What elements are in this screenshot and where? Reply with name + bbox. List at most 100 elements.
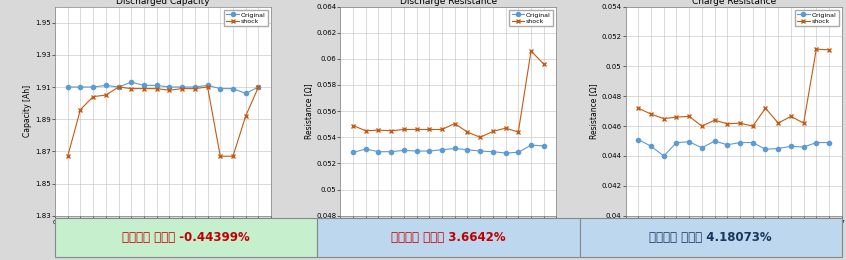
Original [684,140,695,143]
Legend: Original, shock: Original, shock [509,10,553,26]
Original [126,81,136,84]
shock [151,87,162,90]
Original [424,150,434,153]
shock [684,115,695,118]
shock [101,94,111,97]
Original [215,87,225,90]
shock [88,95,98,98]
shock [761,107,771,110]
Original [463,148,473,151]
shock [113,86,124,89]
shock [386,129,396,132]
shock [539,62,549,66]
Text: 방전저항 변화율 3.6642%: 방전저항 변화율 3.6642% [391,231,506,244]
Original [88,86,98,89]
shock [748,125,758,128]
shock [75,108,85,111]
Original [697,146,707,149]
shock [722,122,733,125]
Original [824,141,834,144]
Original [164,86,174,89]
shock [398,128,409,131]
Original [748,141,758,144]
shock [424,128,434,131]
Original [75,86,85,89]
X-axis label: CellNumber [1-16]: CellNumber [1-16] [128,226,198,235]
shock [253,86,263,89]
shock [646,113,656,116]
X-axis label: CellNumber [1-16]: CellNumber [1-16] [413,226,484,235]
Original [113,86,124,89]
shock [373,128,383,132]
Original [398,149,409,152]
Original [360,147,371,151]
shock [811,48,821,51]
Original [240,92,250,95]
Original [348,151,358,154]
shock [228,155,238,158]
shock [786,115,796,118]
Original [811,141,821,144]
shock [126,87,136,90]
Original [722,143,733,146]
shock [437,128,447,131]
Line: shock: shock [351,49,546,139]
Original [139,84,149,87]
Original [659,154,669,158]
shock [475,136,486,139]
shock [659,117,669,120]
Original [526,144,536,147]
Legend: Original, shock: Original, shock [794,10,838,26]
Text: 충전저항 변화율 4.18073%: 충전저항 변화율 4.18073% [650,231,772,244]
Original [761,148,771,151]
shock [824,48,834,51]
shock [63,155,73,158]
Original [437,148,447,151]
shock [202,86,212,89]
shock [139,87,149,90]
shock [348,124,358,127]
Original [411,150,421,153]
Original [646,145,656,148]
Original [228,87,238,90]
Text: 방전용량 변화율 -0.44399%: 방전용량 변화율 -0.44399% [122,231,250,244]
Line: shock: shock [636,47,831,128]
Original [450,147,460,150]
Legend: Original, shock: Original, shock [224,10,268,26]
Original [672,141,682,144]
Original [634,138,644,141]
Y-axis label: Resistance [Ω]: Resistance [Ω] [305,83,313,139]
shock [710,119,720,122]
shock [215,155,225,158]
shock [501,127,511,130]
Title: Discharge Resistance: Discharge Resistance [400,0,497,6]
shock [672,115,682,119]
Line: Original: Original [351,143,546,155]
shock [450,122,460,125]
Original [190,86,200,89]
shock [240,114,250,118]
Original [386,150,396,153]
X-axis label: CellNumber [1-16]: CellNumber [1-16] [699,226,769,235]
Original [101,84,111,87]
shock [411,128,421,131]
Original [773,147,783,150]
shock [735,122,745,125]
Title: Discharged Capacity: Discharged Capacity [116,0,210,6]
Original [786,145,796,148]
shock [488,130,498,133]
shock [526,49,536,53]
Original [253,86,263,89]
Original [373,150,383,153]
Original [202,84,212,87]
shock [799,122,809,125]
shock [773,122,783,125]
Original [151,84,162,87]
Original [539,144,549,147]
shock [463,131,473,134]
Original [475,150,486,153]
Title: Charge Resistance: Charge Resistance [691,0,776,6]
shock [697,125,707,128]
Original [514,151,524,154]
Original [710,139,720,142]
